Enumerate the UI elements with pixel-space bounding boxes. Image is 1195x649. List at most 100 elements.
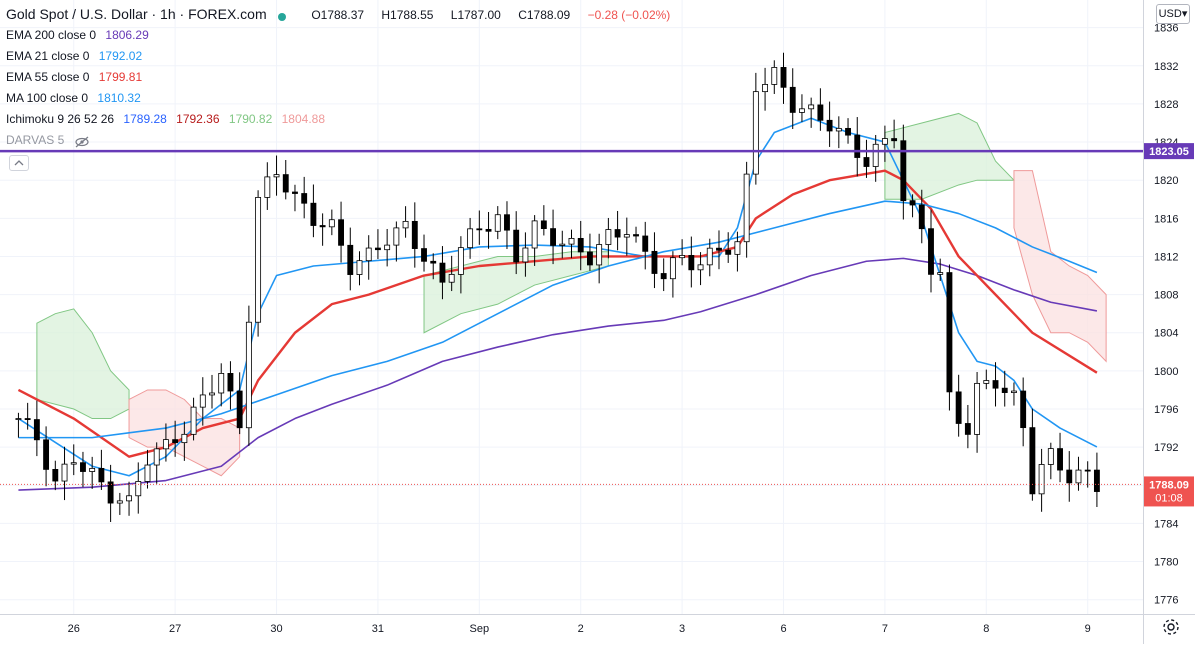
candle-body [697,264,704,271]
support-price-tag [1144,143,1194,160]
y-tick-label: 1828 [1154,99,1178,111]
candle-body [623,234,630,238]
candle-body [964,423,971,435]
collapse-legend-button[interactable] [9,155,29,171]
indicator-label: Ichimoku 9 26 52 26 [6,112,115,126]
x-tick-label: 3 [679,623,685,635]
candle-body [992,380,999,389]
candle-body [587,251,593,266]
candle-body [679,255,686,259]
candle-body [236,390,243,429]
last-price-tag [1144,476,1194,507]
indicator-value: 1792.02 [98,49,143,63]
legend-ema200[interactable]: EMA 200 close 0 1806.29 [6,25,676,46]
candle-body [80,462,86,472]
candle-body [762,84,769,93]
candle-body [1029,427,1036,495]
indicator-label: DARVAS 5 [6,133,65,147]
candle-body [928,228,934,275]
indicator-value: 1789.28 [123,112,167,126]
indicator-value: 1792.36 [176,112,220,126]
candle-body [52,468,59,482]
candle-body [199,394,206,408]
candle-body [559,243,566,246]
candle-body [384,244,391,251]
candle-body [439,262,446,283]
candle-body [835,127,842,132]
legend-ema55[interactable]: EMA 55 close 0 1799.81 [6,67,676,88]
candle-body [817,104,824,121]
candle-body [660,273,667,280]
x-tick-label: 7 [882,623,888,635]
candle-body [614,229,621,238]
level-lines [0,149,1143,485]
candle-body [1075,469,1082,484]
currency-selector[interactable]: USD▾ [1156,4,1190,24]
candle-body [421,248,427,262]
ohlc-open: O1788.37 [311,8,365,22]
candle-body [467,228,474,249]
legend-ichimoku[interactable]: Ichimoku 9 26 52 26 1789.28 1792.36 1790… [6,109,676,130]
candle-body [605,229,612,245]
legend-darvas[interactable]: DARVAS 5 [6,130,676,151]
currency-label: USD [1158,8,1182,20]
candle-body [1047,448,1054,465]
candle-body [135,481,142,497]
symbol-title[interactable]: Gold Spot / U.S. Dollar · 1h · FOREX.com [6,6,267,22]
candle-body [448,273,455,283]
candle-body [282,174,289,193]
y-tick-label: 1832 [1154,61,1178,73]
candle-body [918,204,925,230]
candle-body [946,272,953,393]
eye-hidden-icon[interactable] [74,134,92,148]
candle-body [734,241,741,255]
candle-body [144,464,151,482]
y-tick-label: 1804 [1154,328,1178,340]
candle-body [494,214,501,232]
candle-body [531,220,538,249]
candle-body [273,174,280,178]
candle-body [1001,387,1008,393]
y-tick-label: 1792 [1154,442,1178,454]
x-tick-label: 6 [780,623,786,635]
legend-ma100[interactable]: MA 100 close 0 1810.32 [6,88,676,109]
candle-body [568,237,575,245]
candle-body [70,462,77,465]
legend-ema21[interactable]: EMA 21 close 0 1792.02 [6,46,676,67]
candle-body [107,481,114,504]
indicator-value: 1799.81 [98,70,143,84]
candle-body [872,143,879,167]
candle-body [716,247,722,251]
candle-body [255,197,262,323]
candle-body [789,86,796,113]
indicator-value: 1804.88 [281,112,326,126]
candle-body [411,220,418,249]
x-tick-label: 26 [68,623,80,635]
candle-body [245,321,252,429]
x-tick-label: 2 [578,623,584,635]
candle-body [365,247,372,262]
candle-body [1057,448,1063,471]
indicator-value: 1806.29 [105,28,149,42]
indicator-label: EMA 55 close 0 [6,70,90,84]
x-tick-label: 27 [169,623,181,635]
candle-body [983,380,990,384]
candle-body [328,219,335,228]
legend: Gold Spot / U.S. Dollar · 1h · FOREX.com… [6,4,676,151]
candle-body [126,495,132,502]
candle-body [209,392,215,396]
candle-body [292,191,298,194]
candle-body [310,202,317,226]
candle-body [402,220,409,229]
candle-body [485,228,492,232]
gear-icon[interactable] [1161,617,1181,637]
candle-body [61,463,68,482]
x-tick-label: Sep [470,623,490,635]
candle-body [845,127,851,136]
candle-body [1020,390,1027,429]
y-tick-label: 1780 [1154,557,1178,569]
candle-body [1066,469,1073,484]
candle-body [374,247,381,251]
candle-body [1093,469,1100,492]
